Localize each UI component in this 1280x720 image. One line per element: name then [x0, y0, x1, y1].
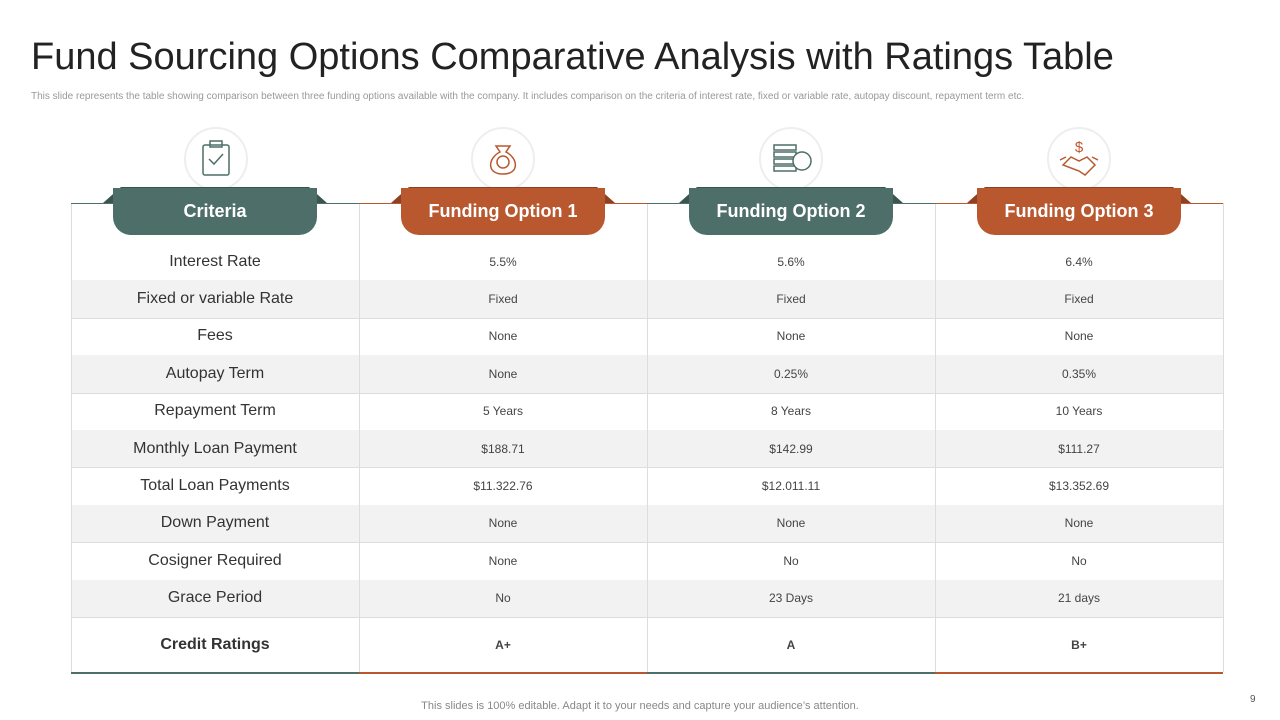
- column-line: [359, 203, 360, 672]
- column-line: [1223, 203, 1224, 672]
- column-line: [71, 203, 72, 672]
- value-cell: 5.6%: [777, 254, 805, 269]
- svg-text:$: $: [1075, 139, 1084, 156]
- value-cell: No: [495, 591, 511, 606]
- bottom-line: [359, 672, 647, 674]
- value-cell: $142.99: [769, 441, 813, 456]
- criteria-cell: Monthly Loan Payment: [133, 439, 297, 457]
- value-cell: 6.4%: [1065, 254, 1093, 269]
- value-cell: Fixed: [776, 292, 806, 307]
- title: Fund Sourcing Options Comparative Analys…: [31, 36, 1114, 78]
- value-cell: $13.352.69: [1048, 479, 1110, 494]
- value-cell: A+: [495, 637, 511, 652]
- value-cell: None: [776, 516, 806, 531]
- value-cell: Fixed: [1064, 292, 1094, 307]
- criteria-cell: Repayment Term: [154, 402, 276, 420]
- column-header: Funding Option 3: [977, 188, 1181, 235]
- value-cell: 5.5%: [489, 254, 517, 269]
- criteria-cell: Total Loan Payments: [140, 477, 290, 495]
- page-number: 9: [1250, 694, 1256, 705]
- bottom-line: [71, 672, 359, 674]
- column-header: Funding Option 1: [401, 188, 605, 235]
- value-cell: 10 Years: [1055, 404, 1103, 419]
- criteria-cell: Credit Ratings: [160, 635, 270, 653]
- value-cell: None: [488, 366, 518, 381]
- bottom-line: [935, 672, 1223, 674]
- value-cell: 8 Years: [770, 404, 812, 419]
- value-cell: $111.27: [1058, 441, 1100, 456]
- column-line: [935, 203, 936, 672]
- bottom-line: [647, 672, 935, 674]
- criteria-cell: Cosigner Required: [148, 551, 282, 569]
- criteria-cell: Down Payment: [160, 514, 270, 532]
- value-cell: 0.35%: [1061, 366, 1097, 381]
- value-cell: 5 Years: [482, 404, 524, 419]
- value-cell: None: [1064, 516, 1094, 531]
- criteria-cell: Autopay Term: [165, 364, 265, 382]
- value-cell: 21 days: [1057, 591, 1101, 606]
- column-line: [647, 203, 648, 672]
- value-cell: 0.25%: [773, 366, 809, 381]
- value-cell: No: [783, 553, 799, 568]
- value-cell: A: [786, 637, 796, 652]
- value-cell: None: [776, 329, 806, 344]
- criteria-cell: Fees: [197, 327, 233, 345]
- value-cell: Fixed: [488, 292, 518, 307]
- value-cell: $12.011.11: [761, 479, 821, 494]
- column-header: Criteria: [113, 188, 317, 235]
- value-cell: $188.71: [481, 441, 525, 456]
- footer-note: This slides is 100% editable. Adapt it t…: [421, 700, 859, 712]
- criteria-cell: Interest Rate: [169, 252, 261, 270]
- value-cell: 23 Days: [768, 591, 814, 606]
- value-cell: None: [488, 553, 518, 568]
- value-cell: None: [1064, 329, 1094, 344]
- subtitle: This slide represents the table showing …: [31, 91, 1025, 102]
- column-header: Funding Option 2: [689, 188, 893, 235]
- value-cell: None: [488, 329, 518, 344]
- criteria-cell: Fixed or variable Rate: [136, 290, 294, 308]
- value-cell: $11.322.76: [473, 479, 533, 494]
- value-cell: No: [1071, 553, 1087, 568]
- value-cell: None: [488, 516, 518, 531]
- criteria-cell: Grace Period: [167, 589, 263, 607]
- value-cell: B+: [1071, 637, 1087, 652]
